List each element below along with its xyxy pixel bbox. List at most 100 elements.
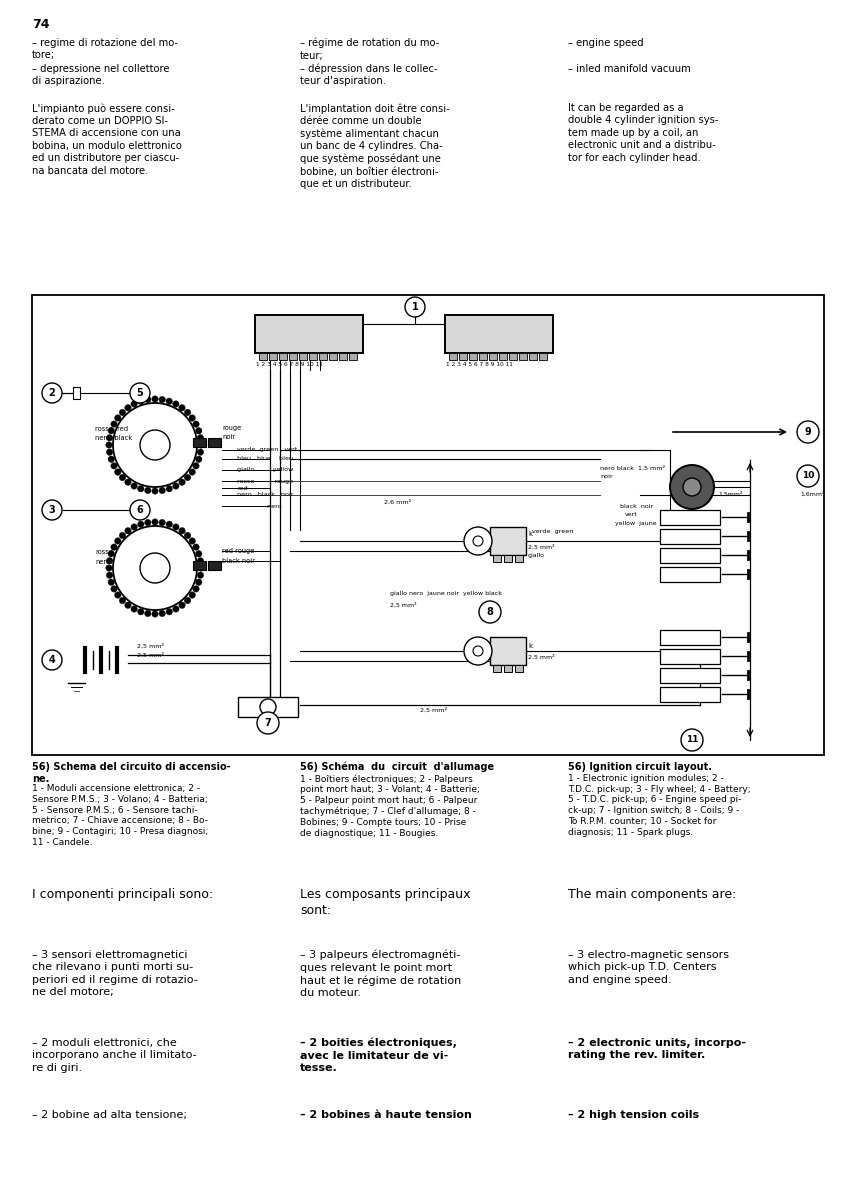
Bar: [193, 438, 206, 446]
Circle shape: [106, 558, 113, 564]
Text: black noir: black noir: [222, 558, 255, 564]
Circle shape: [130, 500, 150, 520]
Circle shape: [108, 427, 115, 434]
Circle shape: [110, 463, 117, 469]
Bar: [289, 353, 297, 360]
Text: nero  black: nero black: [95, 434, 132, 440]
Circle shape: [189, 415, 195, 421]
Text: giallo: giallo: [528, 552, 545, 558]
Bar: [193, 560, 206, 570]
Bar: [660, 649, 720, 664]
Circle shape: [125, 479, 131, 486]
Circle shape: [473, 646, 483, 656]
Circle shape: [125, 602, 131, 608]
Circle shape: [193, 586, 199, 592]
Bar: [469, 353, 477, 360]
Circle shape: [138, 486, 144, 492]
Circle shape: [159, 396, 165, 403]
Text: 2,5 mm²: 2,5 mm²: [390, 602, 417, 607]
Bar: [493, 665, 501, 672]
Text: – 2 high tension coils: – 2 high tension coils: [568, 1110, 699, 1120]
Bar: [660, 566, 720, 582]
Circle shape: [198, 442, 205, 448]
Text: rosso: rosso: [95, 550, 113, 554]
Text: 9: 9: [805, 427, 811, 437]
Bar: [238, 697, 298, 716]
Circle shape: [106, 442, 112, 448]
Circle shape: [173, 401, 179, 407]
Circle shape: [197, 449, 204, 455]
Text: nero black  1,5 mm²: nero black 1,5 mm²: [600, 466, 665, 470]
Bar: [660, 668, 720, 683]
Text: rosso          rouge: rosso rouge: [237, 479, 293, 484]
Text: I componenti principali sono:: I componenti principali sono:: [32, 888, 213, 901]
Circle shape: [115, 415, 121, 421]
Text: It can be regarded as a
double 4 cylinder ignition sys-
tem made up by a coil, a: It can be regarded as a double 4 cylinde…: [568, 103, 718, 162]
Circle shape: [195, 580, 202, 586]
Circle shape: [166, 486, 172, 492]
Circle shape: [197, 434, 204, 442]
Circle shape: [184, 474, 191, 481]
Text: k: k: [528, 643, 532, 649]
Circle shape: [260, 698, 276, 715]
Bar: [504, 665, 512, 672]
Circle shape: [119, 474, 126, 481]
Text: 1 - Moduli accensione elettronica; 2 -
Sensore P.M.S.; 3 - Volano; 4 - Batteria;: 1 - Moduli accensione elettronica; 2 - S…: [32, 784, 208, 847]
Bar: [449, 353, 457, 360]
Text: nero: nero: [237, 504, 282, 509]
Bar: [660, 510, 720, 526]
Text: giallo         yellow: giallo yellow: [237, 468, 294, 473]
Text: 56) Ignition circuit layout.: 56) Ignition circuit layout.: [568, 762, 712, 772]
Text: 1 - Electronic ignition modules; 2 -
T.D.C. pick-up; 3 - Fly wheel; 4 - Battery;: 1 - Electronic ignition modules; 2 - T.D…: [568, 774, 751, 836]
Circle shape: [159, 611, 165, 617]
Bar: [309, 353, 317, 360]
Bar: [208, 560, 221, 570]
Circle shape: [159, 520, 165, 526]
Circle shape: [125, 528, 131, 534]
Circle shape: [193, 421, 199, 427]
Circle shape: [179, 602, 185, 608]
Circle shape: [138, 398, 144, 404]
Bar: [515, 665, 523, 672]
Circle shape: [119, 598, 126, 604]
Circle shape: [479, 601, 501, 623]
Circle shape: [113, 403, 197, 487]
Circle shape: [173, 482, 179, 490]
Bar: [269, 353, 277, 360]
Text: 11: 11: [686, 736, 698, 744]
Circle shape: [173, 606, 179, 612]
Circle shape: [195, 456, 202, 462]
Text: 1 - Boîtiers électroniques; 2 - Palpeurs
point mort haut; 3 - Volant; 4 - Batter: 1 - Boîtiers électroniques; 2 - Palpeurs…: [300, 774, 480, 838]
Bar: [489, 353, 497, 360]
Bar: [660, 548, 720, 563]
Text: – 3 sensori elettromagnetici
che rilevano i punti morti su-
periori ed il regime: – 3 sensori elettromagnetici che rilevan…: [32, 950, 198, 997]
Text: 2,5 mm²: 2,5 mm²: [528, 654, 555, 660]
Text: red: red: [237, 486, 247, 491]
Circle shape: [140, 553, 170, 583]
Circle shape: [197, 572, 204, 578]
Bar: [259, 353, 267, 360]
Circle shape: [110, 421, 117, 427]
Circle shape: [195, 427, 202, 434]
Text: vert: vert: [625, 512, 638, 517]
Bar: [255, 314, 363, 353]
Circle shape: [797, 464, 819, 487]
Text: rouge: rouge: [222, 425, 241, 431]
Circle shape: [145, 611, 151, 617]
Text: 2,5 mm²: 2,5 mm²: [137, 653, 164, 658]
Text: bleu   blue    bleu: bleu blue bleu: [237, 456, 293, 462]
Bar: [493, 554, 501, 562]
Text: – engine speed: – engine speed: [568, 38, 644, 48]
Circle shape: [106, 434, 113, 442]
Text: 56) Schema del circuito di accensio-
ne.: 56) Schema del circuito di accensio- ne.: [32, 762, 230, 784]
Circle shape: [131, 606, 137, 612]
Circle shape: [184, 533, 191, 539]
Circle shape: [138, 521, 144, 528]
Bar: [445, 314, 553, 353]
Circle shape: [184, 409, 191, 415]
Circle shape: [145, 520, 151, 526]
Text: L'implantation doit être consi-
dérée comme un double
système alimentant chacun
: L'implantation doit être consi- dérée co…: [300, 103, 449, 190]
Text: 1,5mm²: 1,5mm²: [718, 491, 742, 497]
Circle shape: [110, 586, 117, 592]
Text: yellow  jaune: yellow jaune: [615, 521, 657, 526]
